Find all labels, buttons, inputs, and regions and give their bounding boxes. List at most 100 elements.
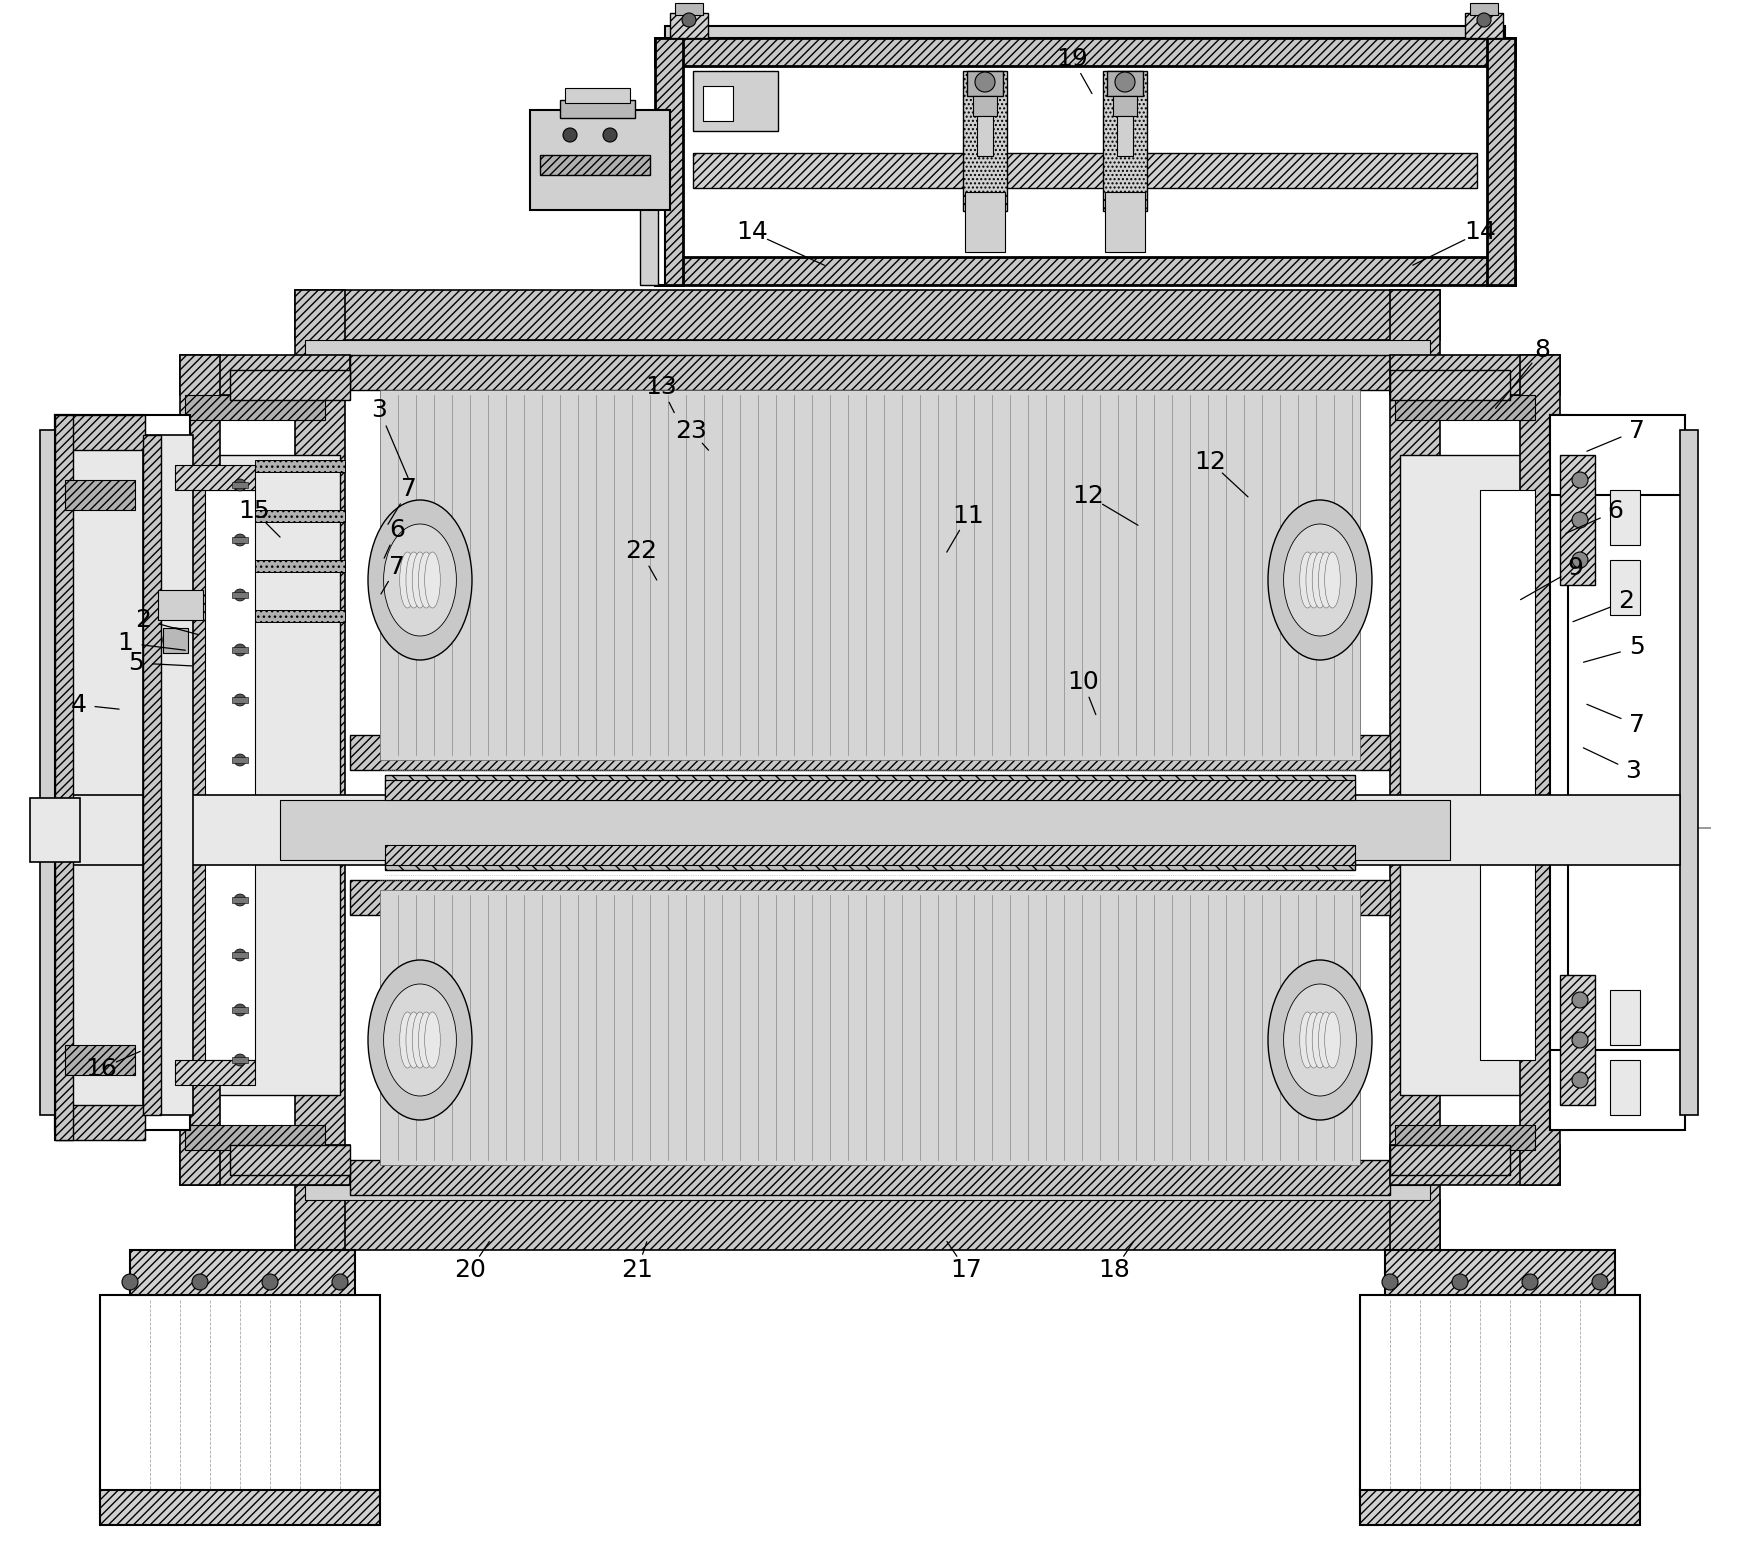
Bar	[1389, 370, 1509, 400]
Bar	[280, 799, 1450, 860]
Bar	[1480, 489, 1536, 1060]
Ellipse shape	[1267, 500, 1372, 660]
Circle shape	[1572, 551, 1588, 568]
Bar	[131, 1250, 355, 1295]
Text: 14: 14	[1464, 220, 1496, 245]
Bar	[703, 87, 733, 121]
Bar	[254, 561, 345, 572]
Bar	[1395, 1125, 1536, 1149]
Circle shape	[122, 1273, 138, 1290]
Text: 15: 15	[239, 499, 270, 524]
Bar	[305, 1185, 1429, 1200]
Bar	[179, 1145, 350, 1185]
Circle shape	[233, 754, 245, 767]
Circle shape	[1591, 1273, 1609, 1290]
Bar	[232, 1007, 247, 1013]
Bar	[294, 290, 345, 1250]
Text: 5: 5	[1628, 635, 1645, 660]
Circle shape	[233, 1004, 245, 1016]
Bar	[1560, 455, 1595, 586]
Bar	[1610, 1060, 1640, 1115]
Bar	[185, 395, 326, 420]
Text: 8: 8	[1534, 338, 1551, 362]
Ellipse shape	[418, 551, 434, 609]
Text: 20: 20	[454, 1258, 486, 1283]
Bar	[1112, 96, 1137, 116]
Bar	[1389, 1145, 1509, 1176]
Circle shape	[233, 589, 245, 601]
Bar	[294, 290, 1440, 339]
Bar	[56, 1104, 145, 1140]
Circle shape	[192, 1273, 207, 1290]
Text: 1: 1	[117, 630, 134, 655]
Bar	[232, 897, 247, 903]
Text: 7: 7	[1628, 418, 1645, 443]
Bar	[1395, 395, 1536, 420]
Bar	[385, 774, 1354, 871]
Circle shape	[233, 644, 245, 655]
Bar	[1389, 290, 1440, 1250]
Bar	[56, 415, 145, 1140]
Bar	[350, 734, 1389, 770]
Bar	[1107, 71, 1144, 96]
Circle shape	[233, 479, 245, 491]
Bar	[963, 71, 1006, 211]
Text: 3: 3	[371, 398, 388, 423]
Circle shape	[1522, 1273, 1537, 1290]
Bar	[232, 538, 247, 544]
Ellipse shape	[1318, 1011, 1334, 1067]
Bar	[1610, 489, 1640, 545]
Circle shape	[1476, 12, 1490, 26]
Circle shape	[1452, 1273, 1468, 1290]
Bar	[305, 339, 1429, 355]
Bar	[1549, 415, 1569, 1131]
Bar	[1464, 12, 1502, 39]
Circle shape	[164, 627, 186, 652]
Ellipse shape	[1283, 984, 1356, 1097]
Ellipse shape	[383, 984, 456, 1097]
Bar	[670, 12, 709, 39]
Text: 2: 2	[134, 607, 151, 632]
Text: 7: 7	[388, 555, 406, 579]
Bar	[1104, 71, 1147, 211]
Bar	[64, 480, 136, 510]
Bar	[99, 1295, 380, 1495]
Bar	[1360, 1490, 1640, 1526]
Ellipse shape	[406, 551, 421, 609]
Circle shape	[233, 694, 245, 706]
Bar	[232, 953, 247, 957]
Ellipse shape	[1283, 524, 1356, 637]
Bar	[350, 1160, 1389, 1194]
Bar	[176, 1060, 254, 1084]
Bar	[676, 3, 703, 15]
Bar	[143, 435, 193, 1115]
Ellipse shape	[1325, 551, 1341, 609]
Bar	[56, 415, 73, 1131]
Bar	[1520, 355, 1560, 1185]
Bar	[350, 355, 1389, 390]
Ellipse shape	[418, 1011, 434, 1067]
Bar	[655, 257, 1515, 285]
Bar	[966, 71, 1003, 96]
Circle shape	[261, 1273, 279, 1290]
Bar	[56, 415, 145, 451]
Bar	[56, 1050, 190, 1131]
Bar	[350, 880, 1389, 915]
Text: 21: 21	[622, 1258, 653, 1283]
Bar	[540, 155, 649, 175]
Text: 13: 13	[646, 375, 677, 400]
Text: 12: 12	[1194, 449, 1226, 474]
Bar	[1118, 116, 1133, 156]
Bar	[1610, 561, 1640, 615]
Bar	[232, 647, 247, 654]
Circle shape	[975, 71, 996, 91]
Bar	[682, 67, 1487, 257]
Text: 2: 2	[1617, 589, 1635, 613]
Bar	[648, 119, 665, 285]
Bar	[158, 590, 204, 620]
Circle shape	[1572, 1072, 1588, 1087]
Bar	[64, 1046, 136, 1075]
Text: 23: 23	[676, 418, 707, 443]
Bar	[1560, 974, 1595, 1104]
Ellipse shape	[425, 1011, 440, 1067]
